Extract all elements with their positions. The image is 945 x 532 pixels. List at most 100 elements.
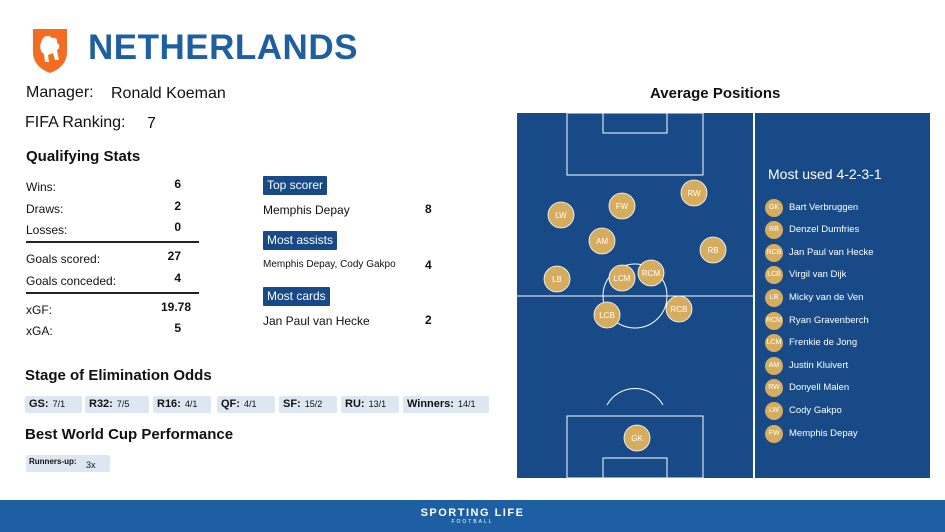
player-name: Donyell Malen xyxy=(789,382,850,393)
lion-crest-icon xyxy=(33,29,67,73)
position-badge: LCB xyxy=(765,266,783,284)
pitch: RW FW LW AM RB LB LCM RCM RCB LCB GK xyxy=(517,113,753,478)
position-badge: RW xyxy=(765,379,783,397)
most-cards-value: 2 xyxy=(425,313,432,327)
stat-row-losses: Losses: 0 xyxy=(26,220,199,240)
player-name: Jan Paul van Hecke xyxy=(789,247,874,258)
lineup-row: RB Denzel Dumfries xyxy=(765,221,925,239)
token-lb: LB xyxy=(543,265,571,293)
odds-value: 4/1 xyxy=(243,399,257,409)
centre-circle xyxy=(602,263,668,329)
stat-value: 0 xyxy=(174,220,181,234)
top-scorer-player: Memphis Depay xyxy=(263,203,350,217)
odds-stage: R32: xyxy=(89,398,113,410)
token-lw: LW xyxy=(547,201,575,229)
token-label: LB xyxy=(552,275,562,284)
position-badge: RCB xyxy=(765,244,783,262)
position-badge: LCM xyxy=(765,334,783,352)
stat-value: 4 xyxy=(174,271,181,285)
best-performance-value: 3x xyxy=(86,460,96,470)
lineup-row: GK Bart Verbruggen xyxy=(765,199,925,217)
odds-value: 15/2 xyxy=(304,399,323,409)
stat-row-goals-scored: Goals scored: 27 xyxy=(26,249,199,269)
token-rcm: RCM xyxy=(637,259,665,287)
odds-stage: GS: xyxy=(29,398,49,410)
odds-value: 14/1 xyxy=(457,399,476,409)
player-name: Memphis Depay xyxy=(789,428,858,439)
manager-name: Ronald Koeman xyxy=(111,85,226,102)
token-am: AM xyxy=(588,227,616,255)
stat-label: Goals conceded: xyxy=(26,274,117,288)
position-badge: RB xyxy=(765,221,783,239)
stat-label: xGA: xyxy=(26,324,53,338)
formation-title: Most used 4-2-3-1 xyxy=(768,166,882,182)
bottom-penalty-box xyxy=(566,415,704,478)
qualifying-stats-title: Qualifying Stats xyxy=(26,148,141,165)
position-badge: FW xyxy=(765,425,783,443)
stat-value: 2 xyxy=(174,199,181,213)
lineup-row: LCM Frenkie de Jong xyxy=(765,334,925,352)
lineup-panel: Most used 4-2-3-1 GK Bart Verbruggen RB De… xyxy=(755,113,930,478)
token-lcb: LCB xyxy=(593,301,621,329)
player-name: Cody Gakpo xyxy=(789,405,842,416)
token-label: RW xyxy=(687,189,701,198)
brand-sub-text: FOOTBALL xyxy=(451,519,494,525)
token-gk: GK xyxy=(623,424,651,452)
lineup-row: LW Cody Gakpo xyxy=(765,402,925,420)
stats-divider xyxy=(26,241,199,243)
best-performance-title: Best World Cup Performance xyxy=(25,426,234,443)
manager-label: Manager: xyxy=(26,84,94,101)
position-badge: LW xyxy=(765,402,783,420)
odds-stage: RU: xyxy=(345,398,365,410)
stat-label: Wins: xyxy=(26,180,56,194)
most-cards-tag: Most cards xyxy=(263,287,330,306)
odds-value: 13/1 xyxy=(368,399,387,409)
stat-label: Losses: xyxy=(26,223,68,237)
fifa-ranking-value: 7 xyxy=(147,115,156,132)
odds-pill-gs: GS: 7/1 xyxy=(25,396,82,413)
player-name: Virgil van Dijk xyxy=(789,269,847,280)
odds-stage: SF: xyxy=(283,398,301,410)
lineup-row: RW Donyell Malen xyxy=(765,379,925,397)
odds-value: 7/5 xyxy=(116,399,130,409)
token-rb: RB xyxy=(699,236,727,264)
stat-row-xga: xGA: 5 xyxy=(26,321,199,341)
footer-bar: SPORTING LIFE FOOTBALL xyxy=(0,500,945,532)
stat-row-xgf: xGF: 19.78 xyxy=(26,300,199,320)
player-name: Denzel Dumfries xyxy=(789,224,860,235)
lineup-row: LB Micky van de Ven xyxy=(765,289,925,307)
country-title: NETHERLANDS xyxy=(88,28,358,67)
average-positions-title: Average Positions xyxy=(650,85,781,102)
player-name: Micky van de Ven xyxy=(789,292,864,303)
player-name: Justin Kluivert xyxy=(789,360,849,371)
token-rw: RW xyxy=(680,179,708,207)
top-goal-box xyxy=(602,113,668,134)
top-scorer-value: 8 xyxy=(425,202,432,216)
lineup-row: LCB Virgil van Dijk xyxy=(765,266,925,284)
odds-pill-r16: R16: 4/1 xyxy=(153,396,211,413)
stats-divider xyxy=(26,292,199,294)
brand-logo-text: SPORTING LIFE xyxy=(420,507,525,519)
lineup-row: RCB Jan Paul van Hecke xyxy=(765,244,925,262)
token-rcb: RCB xyxy=(665,295,693,323)
odds-pill-sf: SF: 15/2 xyxy=(279,396,337,413)
stat-label: xGF: xyxy=(26,303,52,317)
player-name: Ryan Gravenberch xyxy=(789,315,869,326)
position-badge: AM xyxy=(765,357,783,375)
odds-pill-r32: R32: 7/5 xyxy=(85,396,149,413)
stat-value: 5 xyxy=(174,321,181,335)
elimination-odds-title: Stage of Elimination Odds xyxy=(25,367,212,384)
odds-pill-ru: RU: 13/1 xyxy=(341,396,399,413)
odds-pill-winners: Winners: 14/1 xyxy=(403,396,489,413)
stat-value: 6 xyxy=(174,177,181,191)
best-performance-label: Runners-up: xyxy=(29,457,77,466)
top-penalty-box xyxy=(566,113,704,176)
bottom-penalty-arc xyxy=(606,388,664,406)
odds-stage: R16: xyxy=(157,398,181,410)
token-lcm: LCM xyxy=(608,264,636,292)
player-name: Bart Verbruggen xyxy=(789,202,859,213)
player-name: Frenkie de Jong xyxy=(789,337,858,348)
position-badge: LB xyxy=(765,289,783,307)
stat-label: Goals scored: xyxy=(26,252,101,266)
fifa-ranking-label: FIFA Ranking: xyxy=(25,114,126,131)
